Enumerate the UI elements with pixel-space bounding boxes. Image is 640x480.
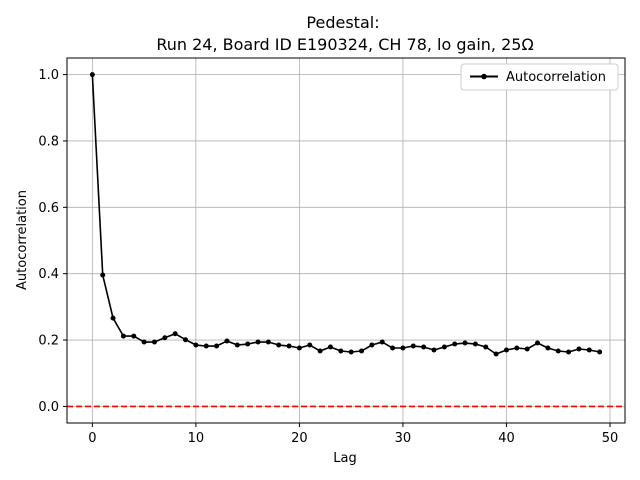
y-tick-label: 0.8: [38, 134, 59, 149]
x-tick-label: 0: [88, 431, 96, 446]
autocorrelation-data-point: [597, 349, 603, 355]
autocorrelation-data-point: [400, 345, 406, 351]
y-tick-label: 0.0: [38, 400, 59, 415]
autocorrelation-data-point: [245, 341, 251, 347]
autocorrelation-series-line: [91, 74, 600, 355]
autocorrelation-data-point: [379, 339, 385, 345]
autocorrelation-data-point: [410, 343, 416, 349]
x-axis-title: Lag: [333, 451, 356, 466]
x-tick-label: 50: [602, 431, 619, 446]
legend: Autocorrelation: [460, 63, 619, 91]
autocorrelation-data-point: [514, 345, 520, 351]
autocorrelation-data-point: [586, 347, 592, 353]
autocorrelation-data-point: [183, 337, 189, 343]
series-layer: [89, 72, 603, 357]
autocorrelation-data-point: [369, 342, 375, 348]
x-tick-label: 10: [188, 431, 205, 446]
y-axis-title: Autocorrelation: [15, 190, 30, 290]
autocorrelation-data-point: [286, 343, 292, 349]
y-axis-ticks: 0.0 0.2 0.4 0.6 0.8 1.0: [38, 68, 67, 415]
autocorrelation-data-point: [255, 339, 261, 345]
autocorrelation-data-point: [214, 343, 220, 349]
autocorrelation-data-point: [234, 342, 240, 348]
autocorrelation-data-point: [524, 346, 530, 352]
autocorrelation-data-point: [296, 345, 302, 351]
autocorrelation-data-point: [89, 72, 95, 78]
autocorrelation-data-point: [483, 344, 489, 350]
autocorrelation-data-point: [162, 335, 168, 341]
autocorrelation-data-point: [431, 347, 437, 353]
autocorrelation-data-point: [203, 343, 209, 349]
autocorrelation-data-point: [390, 345, 396, 351]
y-tick-label: 0.6: [38, 201, 59, 216]
autocorrelation-data-point: [110, 315, 116, 321]
autocorrelation-data-point: [493, 351, 499, 357]
autocorrelation-data-point: [472, 341, 478, 347]
autocorrelation-data-point: [265, 339, 271, 345]
autocorrelation-data-point: [151, 339, 157, 345]
autocorrelation-data-point: [441, 344, 447, 350]
autocorrelation-data-point: [120, 333, 126, 339]
autocorrelation-data-point: [576, 346, 582, 352]
autocorrelation-data-point: [555, 348, 561, 354]
autocorrelation-data-point: [276, 342, 282, 348]
x-axis-ticks: 0 10 20 30 40 50: [88, 423, 618, 446]
autocorrelation-data-point: [327, 344, 333, 350]
x-tick-label: 30: [395, 431, 412, 446]
chart-title-line-2: Run 24, Board ID E190324, CH 78, lo gain…: [156, 35, 533, 54]
autocorrelation-data-point: [545, 345, 551, 351]
grid-lines: [67, 58, 625, 423]
autocorrelation-data-point: [141, 339, 147, 345]
autocorrelation-data-point: [338, 348, 344, 354]
legend-marker-sample: [481, 73, 487, 80]
autocorrelation-data-point: [172, 331, 178, 337]
autocorrelation-data-point: [317, 348, 323, 354]
autocorrelation-data-point: [307, 342, 313, 348]
autocorrelation-data-point: [348, 349, 354, 355]
autocorrelation-data-point: [462, 340, 468, 346]
legend-label: Autocorrelation: [506, 70, 606, 85]
autocorrelation-data-point: [193, 342, 199, 348]
autocorrelation-data-point: [566, 349, 572, 355]
autocorrelation-data-point: [131, 333, 137, 339]
y-tick-label: 0.4: [38, 267, 59, 282]
legend-box: [460, 63, 619, 91]
autocorrelation-data-point: [100, 272, 106, 278]
autocorrelation-data-point: [359, 348, 365, 354]
x-tick-label: 40: [498, 431, 515, 446]
autocorrelation-data-point: [452, 341, 458, 347]
autocorrelation-data-point: [421, 344, 427, 350]
plot-frame: [66, 57, 626, 424]
y-tick-label: 1.0: [38, 68, 59, 83]
x-tick-label: 20: [291, 431, 308, 446]
chart-title-line-1: Pedestal:: [306, 13, 379, 32]
autocorrelation-data-point: [503, 347, 509, 353]
autocorrelation-data-point: [224, 338, 230, 344]
autocorrelation-data-point: [535, 340, 541, 346]
y-tick-label: 0.2: [38, 334, 59, 349]
